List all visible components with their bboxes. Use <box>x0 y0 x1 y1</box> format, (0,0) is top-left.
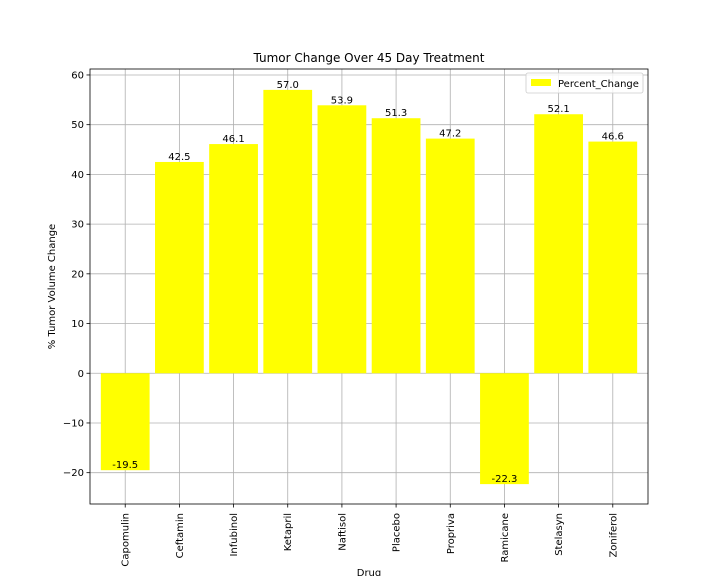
bar-propriva <box>425 138 475 374</box>
y-tick-label: −10 <box>63 418 84 429</box>
data-label-capomulin: -19.5 <box>112 460 138 471</box>
x-tick-label: Zoniferol <box>608 513 619 558</box>
bar-ceftamin <box>155 161 204 374</box>
bar-ramicane <box>480 373 529 485</box>
bar-zoniferol <box>588 141 638 374</box>
data-labels: -19.5 42.5 46.1 57.0 53.9 51.3 47.2 -22.3 52.1 46… <box>112 80 624 485</box>
data-label-placebo: 51.3 <box>385 108 407 119</box>
x-tick-label: Placebo <box>392 513 403 552</box>
data-label-propriva: 47.2 <box>439 129 461 140</box>
data-label-stelasyn: 52.1 <box>547 104 569 115</box>
x-tick-label: Ceftamin <box>175 513 186 558</box>
y-tick-label: 20 <box>71 269 84 280</box>
y-tick-label: 60 <box>71 70 84 81</box>
y-axis-title: % Tumor Volume Change <box>47 224 58 349</box>
data-label-infubinol: 46.1 <box>222 134 244 145</box>
bar-stelasyn <box>534 114 583 374</box>
legend-box <box>525 72 644 94</box>
data-label-ramicane: -22.3 <box>491 474 517 485</box>
data-label-ketapril: 57.0 <box>277 80 299 91</box>
legend-swatch <box>531 79 551 86</box>
x-tick-label: Infubinol <box>229 513 240 557</box>
y-tick-label: −20 <box>63 468 84 479</box>
x-tick-label: Ketapril <box>283 513 294 551</box>
x-tick-label: Stelasyn <box>554 513 565 556</box>
y-tick-label: 50 <box>71 120 84 131</box>
y-tick-label: 40 <box>71 170 84 181</box>
data-label-zoniferol: 46.6 <box>602 132 624 143</box>
bar-naftisol <box>317 105 367 374</box>
bar-capomulin <box>100 373 150 471</box>
y-tick-label: 10 <box>71 319 84 330</box>
x-axis-ticks: Capomulin Ceftamin Infubinol Ketapril Naftis… <box>121 504 619 567</box>
bars <box>100 89 638 485</box>
bar-ketapril <box>263 89 313 374</box>
x-tick-label: Capomulin <box>121 513 132 567</box>
legend: Percent_Change <box>525 72 644 94</box>
data-label-naftisol: 53.9 <box>331 95 353 106</box>
bar-placebo <box>371 118 421 374</box>
y-axis-ticks: −20 −10 0 10 20 30 40 50 60 <box>63 70 90 479</box>
bar-infubinol <box>209 144 258 374</box>
y-tick-label: 30 <box>71 220 84 231</box>
legend-label: Percent_Change <box>558 79 639 90</box>
x-tick-label: Propriva <box>446 513 457 554</box>
x-tick-label: Naftisol <box>337 513 348 551</box>
y-tick-label: 0 <box>78 369 84 380</box>
chart-title: Tumor Change Over 45 Day Treatment <box>253 51 485 65</box>
plot-frame <box>89 68 649 505</box>
x-axis-title: Drug <box>357 568 382 576</box>
data-label-ceftamin: 42.5 <box>168 152 190 163</box>
x-tick-label: Ramicane <box>500 513 511 563</box>
